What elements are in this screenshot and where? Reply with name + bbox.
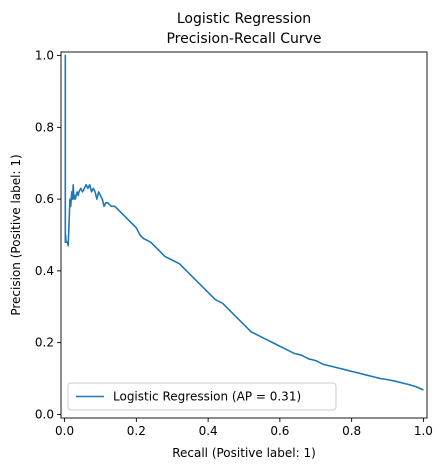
legend-label: Logistic Regression (AP = 0.31) [113,390,301,404]
y-tick-label: 1.0 [35,49,54,63]
axes-frame [60,51,428,419]
x-tick-label: 0.0 [55,424,74,438]
plot-area: 0.0 0.2 0.4 0.6 0.8 1.0 0.0 0.2 0.4 0.6 0.8 1.0 Logi… [35,49,433,438]
x-tick-label: 0.2 [127,424,146,438]
x-tick-label: 0.6 [270,424,289,438]
y-tick-label: 0.2 [35,336,54,350]
x-tick-label: 0.8 [342,424,361,438]
x-axis-label: Recall (Positive label: 1) [172,446,316,460]
chart-subtitle: Precision-Recall Curve [166,31,321,47]
legend-box [67,382,337,411]
y-tick-label: 0.8 [35,120,54,134]
y-tick-label: 0.6 [35,192,54,206]
legend: Logistic Regression (AP = 0.31) [67,382,337,411]
x-tick-label: 0.4 [199,424,218,438]
y-tick-label: 0.0 [35,407,54,421]
x-tick-label: 1.0 [414,424,433,438]
chart-title: Logistic Regression [177,11,311,27]
series-line-0 [64,54,424,391]
y-tick-label: 0.4 [35,264,54,278]
y-axis-label: Precision (Positive label: 1) [9,154,23,315]
